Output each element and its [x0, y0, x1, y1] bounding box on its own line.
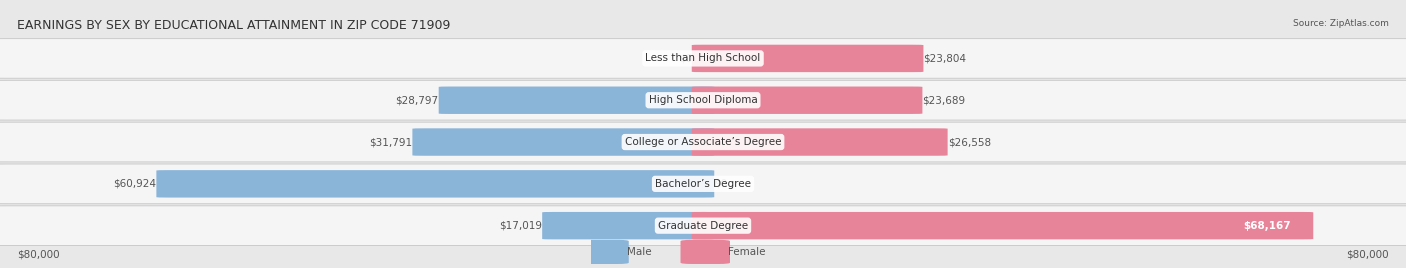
Text: $31,791: $31,791: [370, 137, 412, 147]
Text: $26,558: $26,558: [948, 137, 991, 147]
FancyBboxPatch shape: [412, 128, 714, 156]
FancyBboxPatch shape: [0, 206, 1406, 245]
FancyBboxPatch shape: [156, 170, 714, 198]
FancyBboxPatch shape: [0, 80, 1406, 120]
Text: $28,797: $28,797: [395, 95, 439, 105]
Text: Less than High School: Less than High School: [645, 53, 761, 64]
Text: High School Diploma: High School Diploma: [648, 95, 758, 105]
FancyBboxPatch shape: [543, 212, 714, 239]
Text: $17,019: $17,019: [499, 221, 543, 231]
FancyBboxPatch shape: [692, 212, 1313, 239]
Text: EARNINGS BY SEX BY EDUCATIONAL ATTAINMENT IN ZIP CODE 71909: EARNINGS BY SEX BY EDUCATIONAL ATTAINMEN…: [17, 19, 450, 32]
Text: Bachelor’s Degree: Bachelor’s Degree: [655, 179, 751, 189]
Text: College or Associate’s Degree: College or Associate’s Degree: [624, 137, 782, 147]
FancyBboxPatch shape: [0, 39, 1406, 78]
Text: $60,924: $60,924: [114, 179, 156, 189]
Text: $0: $0: [679, 53, 692, 64]
FancyBboxPatch shape: [0, 164, 1406, 204]
FancyBboxPatch shape: [0, 122, 1406, 162]
Text: $23,804: $23,804: [924, 53, 966, 64]
Text: $23,689: $23,689: [922, 95, 966, 105]
Text: Male: Male: [627, 247, 651, 257]
FancyBboxPatch shape: [681, 240, 730, 264]
Text: $68,167: $68,167: [1243, 221, 1291, 231]
FancyBboxPatch shape: [692, 45, 924, 72]
Text: $80,000: $80,000: [17, 250, 59, 260]
Text: $80,000: $80,000: [1347, 250, 1389, 260]
Text: Source: ZipAtlas.com: Source: ZipAtlas.com: [1294, 19, 1389, 28]
Text: Female: Female: [728, 247, 765, 257]
FancyBboxPatch shape: [692, 87, 922, 114]
FancyBboxPatch shape: [439, 87, 714, 114]
FancyBboxPatch shape: [692, 128, 948, 156]
FancyBboxPatch shape: [579, 240, 628, 264]
Text: Graduate Degree: Graduate Degree: [658, 221, 748, 231]
Text: $0: $0: [714, 179, 727, 189]
